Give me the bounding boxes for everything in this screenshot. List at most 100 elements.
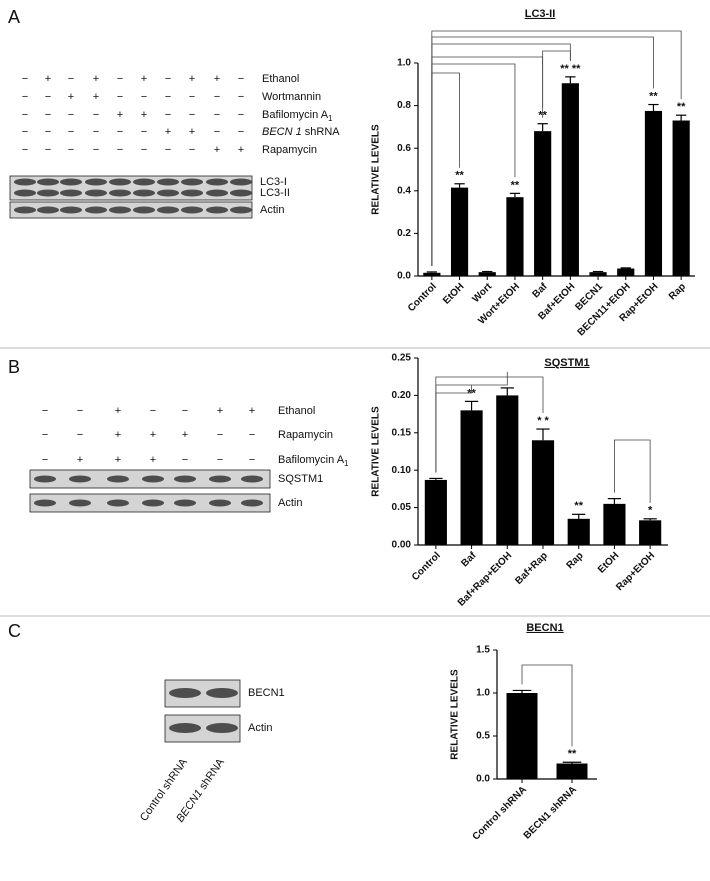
bar (534, 131, 552, 276)
treatment-sign: + (45, 73, 51, 85)
treatment-sign: + (141, 73, 147, 85)
blot-band (241, 475, 263, 483)
panel-letter: C (8, 621, 21, 641)
treatment-sign: − (238, 73, 244, 85)
bar (603, 503, 626, 545)
blot-band (230, 206, 252, 214)
y-tick-label: 1.0 (397, 58, 411, 69)
treatment-sign: − (238, 109, 244, 121)
blot-band (174, 475, 196, 483)
blot-band (37, 189, 59, 197)
treatment-sign: − (42, 429, 48, 441)
y-tick-label: 0.15 (392, 427, 412, 438)
comparison-bracket (431, 30, 682, 266)
treatment-sign: − (117, 91, 123, 103)
y-axis-label: RELATIVE LEVELS (371, 406, 382, 497)
treatment-sign: + (115, 405, 121, 417)
treatment-sign: − (117, 126, 123, 138)
blot-band (169, 688, 201, 698)
label: Bafilomycin A1 (278, 454, 349, 468)
y-tick-label: 0.05 (392, 502, 412, 513)
treatment-sign: − (165, 109, 171, 121)
blot-band (181, 206, 203, 214)
treatment-sign: − (68, 73, 74, 85)
x-tick-label: Wort (470, 281, 494, 305)
blot-band (157, 189, 179, 197)
treatment-sign: − (217, 429, 223, 441)
y-tick-label: 0.4 (397, 185, 411, 196)
label: BECN 1 shRNA (262, 126, 340, 138)
treatment-sign: − (22, 91, 28, 103)
bar (478, 272, 496, 276)
x-tick-label: Control (406, 281, 439, 314)
blot-band (14, 206, 36, 214)
significance-mark: ** (677, 101, 686, 113)
label-part: Rapamycin (278, 429, 333, 441)
y-tick-label: 1.5 (476, 645, 490, 656)
y-tick-label: 0.0 (476, 774, 490, 785)
blot-band (206, 723, 238, 733)
blot-band (85, 178, 107, 186)
treatment-sign: + (214, 144, 220, 156)
label: Bafilomycin A1 (262, 109, 333, 123)
label-part: Bafilomycin A (262, 109, 329, 121)
blot-band (133, 178, 155, 186)
comparison-bracket (435, 385, 472, 473)
treatment-sign: − (45, 126, 51, 138)
treatment-sign: − (141, 144, 147, 156)
blot-band (230, 189, 252, 197)
x-tick-label: EtOH (596, 550, 621, 575)
treatment-sign: + (115, 429, 121, 441)
treatment-sign: − (238, 91, 244, 103)
x-tick-label: BECN1 shRNA (522, 784, 579, 841)
blot-band (174, 499, 196, 507)
treatment-sign: − (22, 109, 28, 121)
x-tick-label: EtOH (441, 281, 466, 306)
comparison-bracket (614, 439, 651, 503)
treatment-sign: − (189, 109, 195, 121)
treatment-sign: − (77, 405, 83, 417)
label-part: Bafilomycin A (278, 454, 345, 466)
treatment-sign: − (165, 144, 171, 156)
blot-band (142, 499, 164, 507)
treatment-sign: + (93, 73, 99, 85)
y-tick-label: 0.10 (392, 465, 412, 476)
x-tick-label: Control shRNA (471, 784, 529, 842)
x-tick-label: Rap+EtOH (614, 550, 657, 593)
blot-band (85, 189, 107, 197)
x-tick-label: Baf+Rap (513, 550, 550, 587)
blot-band (69, 499, 91, 507)
bar (450, 187, 469, 276)
band-label: LC3-II (260, 187, 290, 199)
treatment-sign: − (93, 126, 99, 138)
blot-band (133, 189, 155, 197)
treatment-sign: − (165, 73, 171, 85)
label: Ethanol (278, 405, 315, 417)
treatment-sign: − (93, 144, 99, 156)
treatment-sign: + (68, 91, 74, 103)
treatment-sign: − (117, 144, 123, 156)
blot-band (34, 499, 56, 507)
bar (496, 395, 519, 545)
treatment-sign: − (150, 405, 156, 417)
treatment-sign: + (189, 126, 195, 138)
treatment-sign: − (68, 109, 74, 121)
blot-band (206, 688, 238, 698)
blot-band (37, 178, 59, 186)
y-tick-label: 0.5 (476, 731, 490, 742)
y-axis-label: RELATIVE LEVELS (371, 124, 382, 215)
treatment-sign: + (77, 454, 83, 466)
blot-band (133, 206, 155, 214)
treatment-sign: + (249, 405, 255, 417)
y-tick-label: 0.8 (397, 100, 411, 111)
y-tick-label: 1.0 (476, 688, 490, 699)
x-tick-label: Rap (667, 281, 688, 302)
treatment-sign: − (22, 73, 28, 85)
blot-band (34, 475, 56, 483)
label-part: 1 (328, 114, 333, 123)
blot-band (60, 189, 82, 197)
treatment-sign: + (238, 144, 244, 156)
comparison-bracket (431, 72, 460, 266)
treatment-sign: − (68, 126, 74, 138)
treatment-sign: + (217, 405, 223, 417)
